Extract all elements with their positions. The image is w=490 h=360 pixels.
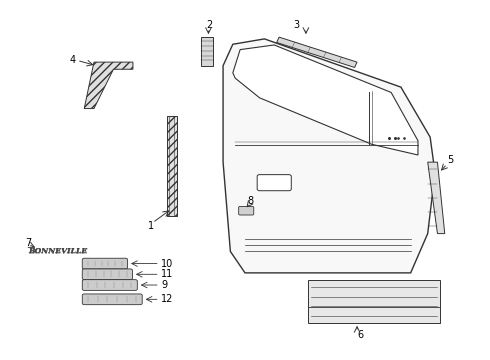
Polygon shape [84, 62, 133, 109]
Polygon shape [277, 37, 357, 67]
FancyBboxPatch shape [82, 269, 132, 280]
Polygon shape [233, 45, 418, 155]
Polygon shape [167, 116, 177, 216]
Text: 8: 8 [247, 197, 253, 206]
Text: 9: 9 [161, 280, 167, 290]
Text: 12: 12 [161, 294, 173, 304]
Text: 1: 1 [147, 221, 154, 231]
Text: 11: 11 [161, 269, 173, 279]
Text: 3: 3 [294, 19, 300, 30]
FancyBboxPatch shape [82, 294, 142, 305]
FancyBboxPatch shape [257, 175, 291, 191]
Text: 4: 4 [70, 55, 76, 65]
Polygon shape [223, 39, 435, 273]
FancyBboxPatch shape [239, 206, 254, 215]
Text: BONNEVILLE: BONNEVILLE [28, 248, 87, 256]
Text: 6: 6 [357, 330, 363, 341]
Text: 10: 10 [161, 258, 173, 269]
Polygon shape [308, 280, 440, 323]
Text: BONNEVILLE: BONNEVILLE [28, 247, 87, 255]
FancyBboxPatch shape [82, 258, 127, 269]
FancyBboxPatch shape [82, 280, 137, 291]
Text: 7: 7 [25, 238, 31, 248]
Polygon shape [428, 162, 445, 234]
Text: 5: 5 [447, 156, 453, 165]
Text: 2: 2 [206, 19, 212, 30]
Text: BONNEVILLE: BONNEVILLE [28, 247, 87, 255]
Polygon shape [201, 37, 213, 66]
